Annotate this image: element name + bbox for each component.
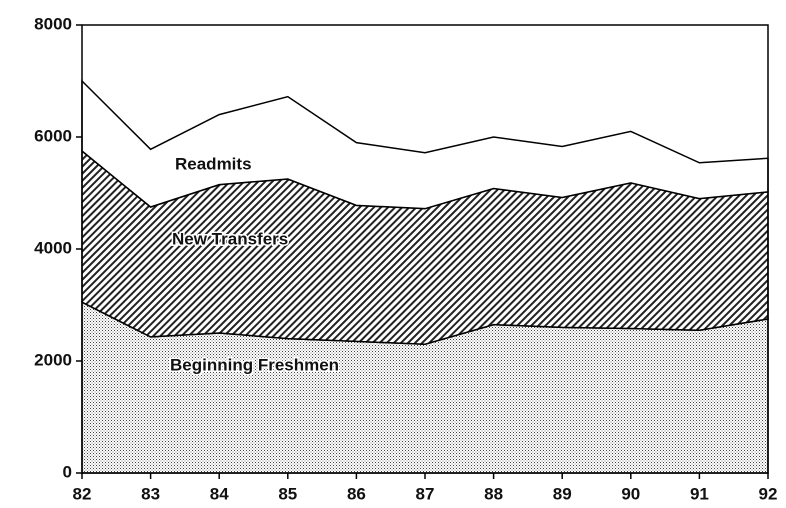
- x-tick-label: 82: [73, 484, 92, 503]
- area: [81, 79, 769, 210]
- x-tick-label: 89: [553, 484, 572, 503]
- x-tick-label: 85: [278, 484, 297, 503]
- y-tick-label: 2000: [34, 350, 72, 369]
- x-tick-label: 91: [690, 484, 709, 503]
- series-label: New Transfers: [172, 229, 288, 248]
- x-tick-label: 86: [347, 484, 366, 503]
- x-tick-label: 92: [759, 484, 778, 503]
- x-tick-label: 88: [484, 484, 503, 503]
- y-tick-label: 4000: [34, 238, 72, 257]
- y-tick-label: 6000: [34, 126, 72, 145]
- x-tick-label: 87: [416, 484, 435, 503]
- y-tick-label: 8000: [34, 14, 72, 33]
- y-tick-label: 0: [63, 462, 72, 481]
- x-tick-label: 83: [141, 484, 160, 503]
- x-tick-label: 84: [210, 484, 229, 503]
- x-tick-label: 90: [621, 484, 640, 503]
- series-label: Readmits: [175, 154, 252, 173]
- series-label: Beginning Freshmen: [170, 355, 339, 374]
